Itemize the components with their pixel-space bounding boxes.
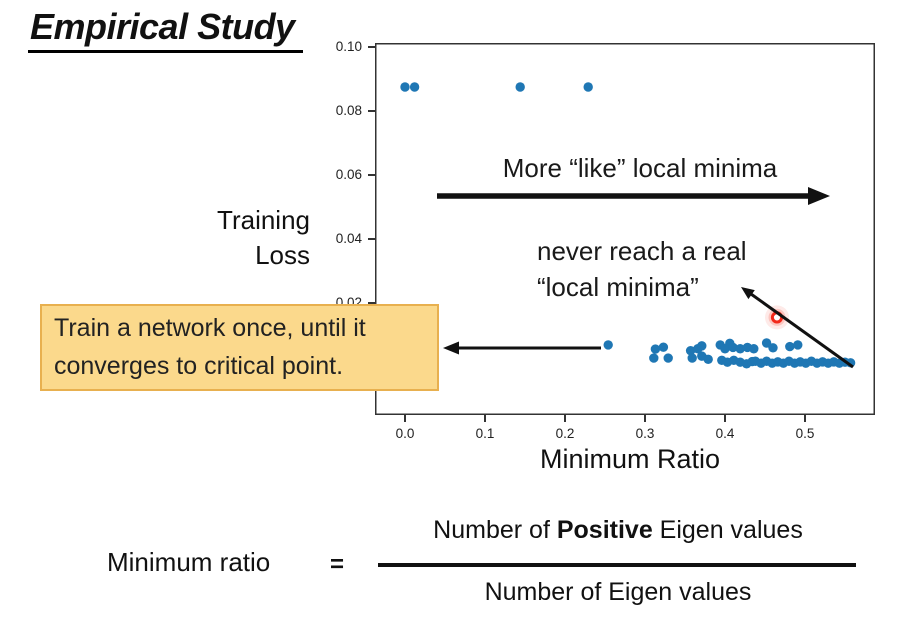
- annotation-never-reach-line2: “local minima”: [537, 272, 699, 302]
- y-tick-mark: [368, 110, 375, 112]
- formula-numerator: Number of Positive Eigen values: [380, 516, 856, 545]
- scatter-point: [603, 340, 613, 350]
- annotation-more-like-local-minima: More “like” local minima: [502, 153, 778, 183]
- callout-train-network: Train a network once, until it converges…: [40, 304, 439, 391]
- scatter-point: [658, 342, 669, 352]
- scatter-plot: 0.0 0.1 0.2 0.3 0.4 0.5 0.10 0.08 0.06 0.04 0.02: [336, 39, 875, 441]
- annotation-never-reach-line1: never reach a real: [537, 236, 747, 266]
- scatter-point: [697, 341, 707, 351]
- scatter-point: [685, 345, 696, 356]
- scatter-point: [515, 82, 525, 92]
- x-tick-label: 0.4: [715, 426, 735, 441]
- scatter-point: [785, 341, 795, 352]
- scatter-point: [400, 82, 410, 92]
- x-axis-label: Minimum Ratio: [539, 444, 721, 474]
- scatter-point: [749, 344, 759, 354]
- numerator-prefix: Number of: [433, 516, 557, 544]
- y-tick-mark: [368, 174, 375, 176]
- x-tick-mark: [724, 415, 726, 422]
- scatter-point: [845, 358, 856, 368]
- scatter-point: [409, 82, 420, 92]
- equals-sign: =: [330, 551, 345, 578]
- formula-lhs: Minimum ratio: [107, 547, 271, 577]
- annotation-never-reach: never reach a real “local minima”: [537, 233, 747, 305]
- scatter-point: [650, 344, 661, 354]
- x-tick-mark: [484, 415, 486, 422]
- scatter-point: [663, 353, 673, 363]
- y-axis-label-line1: Training: [217, 205, 310, 235]
- x-tick-mark: [564, 415, 566, 422]
- scatter-point: [703, 354, 713, 365]
- scatter-point: [687, 353, 697, 363]
- x-tick-label: 0.2: [555, 426, 575, 441]
- plot-border: [375, 43, 875, 415]
- highlighted-point: [770, 311, 784, 324]
- scatter-point: [583, 82, 593, 92]
- x-axis-ticks: 0.0 0.1 0.2 0.3 0.4 0.5: [375, 415, 875, 460]
- y-tick-mark: [368, 302, 375, 304]
- y-tick-label: 0.06: [335, 167, 362, 182]
- scatter-point: [649, 353, 659, 363]
- callout-line1: Train a network once, until it: [54, 314, 366, 342]
- y-axis-label-line2: Loss: [255, 240, 310, 270]
- plot-area: [375, 43, 875, 415]
- page-title: Empirical Study: [28, 6, 303, 53]
- x-tick-label: 0.0: [395, 426, 415, 441]
- scatter-point: [728, 342, 738, 353]
- x-tick-label: 0.1: [475, 426, 495, 441]
- x-tick-mark: [644, 415, 646, 422]
- formula-denominator: Number of Eigen values: [484, 578, 752, 606]
- callout-line2: converges to critical point.: [54, 352, 344, 380]
- y-tick-mark: [368, 238, 375, 240]
- x-tick-label: 0.5: [795, 426, 815, 441]
- scatter-point: [768, 343, 778, 353]
- scatter-point: [720, 344, 730, 354]
- y-tick-mark: [368, 46, 375, 48]
- y-tick-label: 0.10: [335, 39, 362, 54]
- x-tick-mark: [404, 415, 406, 422]
- x-tick-mark: [804, 415, 806, 422]
- numerator-bold: Positive: [556, 516, 653, 544]
- scatter-point: [735, 344, 745, 354]
- y-axis-label: Training Loss: [170, 203, 310, 273]
- fraction-bar: [378, 563, 856, 567]
- numerator-suffix: Eigen values: [652, 516, 803, 544]
- scatter-point: [793, 340, 803, 350]
- x-tick-label: 0.3: [635, 426, 655, 441]
- y-tick-label: 0.08: [335, 103, 362, 118]
- y-tick-label: 0.04: [335, 231, 362, 246]
